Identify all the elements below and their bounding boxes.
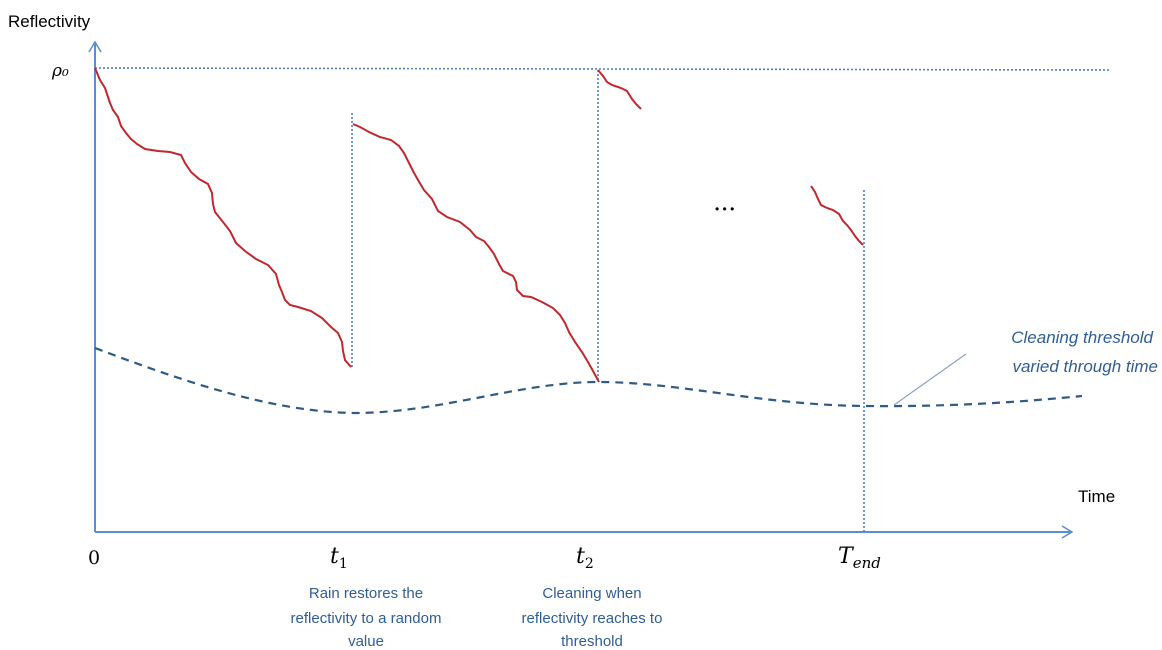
threshold-annotation: Cleaning threshold varied through time	[1011, 328, 1158, 376]
reflectivity-curve-4	[810, 185, 864, 246]
cleaning-annotation-line-3: threshold	[561, 633, 623, 650]
threshold-callout-line	[893, 353, 967, 406]
reflectivity-curve-1	[94, 67, 352, 368]
cleaning-annotation-line-1: Cleaning when	[542, 585, 641, 602]
cleaning-threshold-curve	[94, 346, 1083, 415]
cleaning-annotation-line-2: reflectivity reaches to	[522, 610, 663, 627]
x-axis-label: Time	[1078, 487, 1115, 506]
origin-label: 0	[88, 547, 100, 569]
rain-annotation: Rain restores the reflectivity to a rand…	[291, 585, 442, 650]
y-axis-label: Reflectivity	[8, 12, 91, 31]
ellipsis: • • •	[715, 202, 734, 216]
threshold-annotation-line-2: varied through time	[1012, 357, 1158, 376]
rho0-reference-line	[94, 67, 1111, 71]
rain-annotation-line-2: reflectivity to a random	[291, 610, 442, 627]
threshold-annotation-line-1: Cleaning threshold	[1011, 328, 1153, 347]
reflectivity-curve-2	[352, 123, 600, 383]
rain-annotation-line-1: Rain restores the	[309, 585, 423, 602]
rho0-label: ρ₀	[51, 61, 69, 81]
cleaning-annotation: Cleaning when reflectivity reaches to th…	[522, 585, 663, 650]
tick-label-t1: t1	[330, 544, 348, 572]
reflectivity-curve-3	[597, 69, 642, 110]
tick-label-t2: t2	[576, 544, 594, 572]
tick-label-tend: Tend	[838, 544, 881, 572]
rain-annotation-line-3: value	[348, 633, 384, 650]
